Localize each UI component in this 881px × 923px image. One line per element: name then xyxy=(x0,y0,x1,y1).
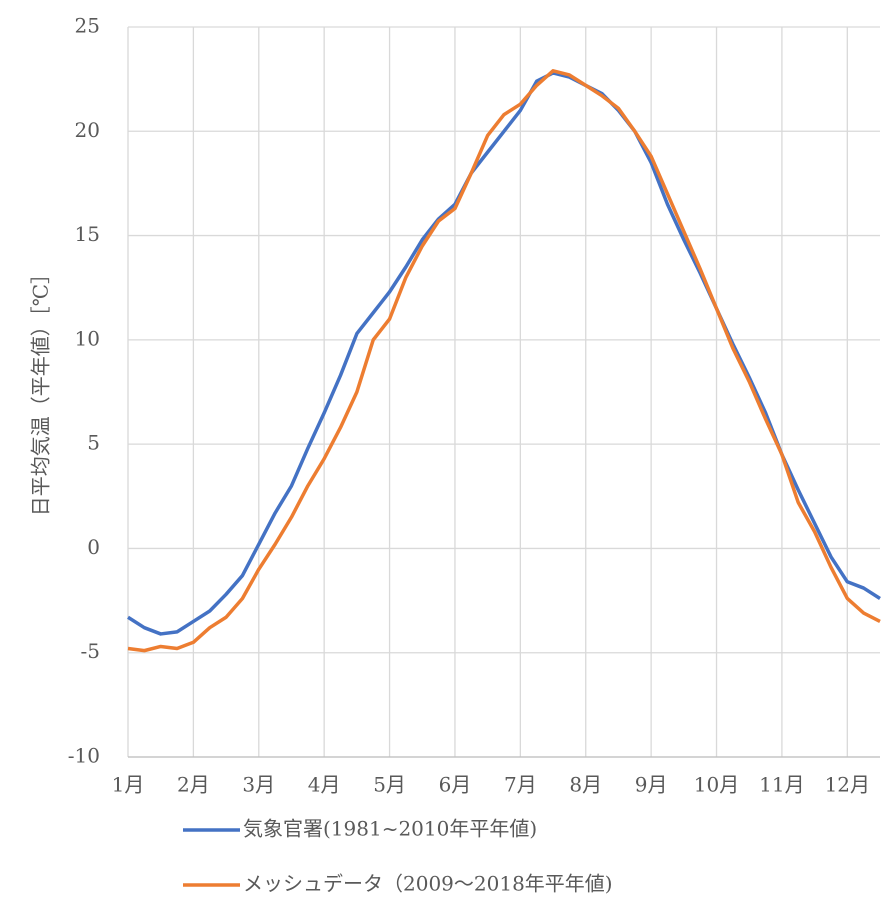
y-tick-label: 5 xyxy=(87,431,100,455)
x-tick-label: 5月 xyxy=(373,773,406,797)
x-tick-label: 6月 xyxy=(439,773,472,797)
x-tick-label: 4月 xyxy=(308,773,341,797)
y-tick-label: 0 xyxy=(87,535,100,559)
y-tick-label: 15 xyxy=(75,222,100,246)
y-tick-label: -5 xyxy=(81,639,100,663)
x-tick-label: 7月 xyxy=(504,773,537,797)
x-tick-label: 1月 xyxy=(112,773,145,797)
data-line xyxy=(127,71,881,636)
y-tick-label: 25 xyxy=(75,14,100,38)
x-tick-label: 2月 xyxy=(177,773,210,797)
y-tick-label: -10 xyxy=(68,744,100,768)
x-tick-label: 3月 xyxy=(242,773,275,797)
x-tick-label: 10月 xyxy=(694,773,739,797)
x-tick-label: 12月 xyxy=(825,773,870,797)
x-tick-label: 11月 xyxy=(759,773,804,797)
y-tick-label: 20 xyxy=(75,118,100,142)
y-tick-label: 10 xyxy=(75,326,100,350)
y-axis-label: 日平均気温（平年値）［℃］ xyxy=(29,264,53,516)
data-line xyxy=(127,69,881,653)
x-tick-label: 8月 xyxy=(569,773,602,797)
x-tick-label: 9月 xyxy=(635,773,668,797)
legend-label: 気象官署(1981~2010年平年値) xyxy=(243,817,537,841)
legend-label: メッシュデータ（2009～2018年平年値) xyxy=(243,872,613,896)
